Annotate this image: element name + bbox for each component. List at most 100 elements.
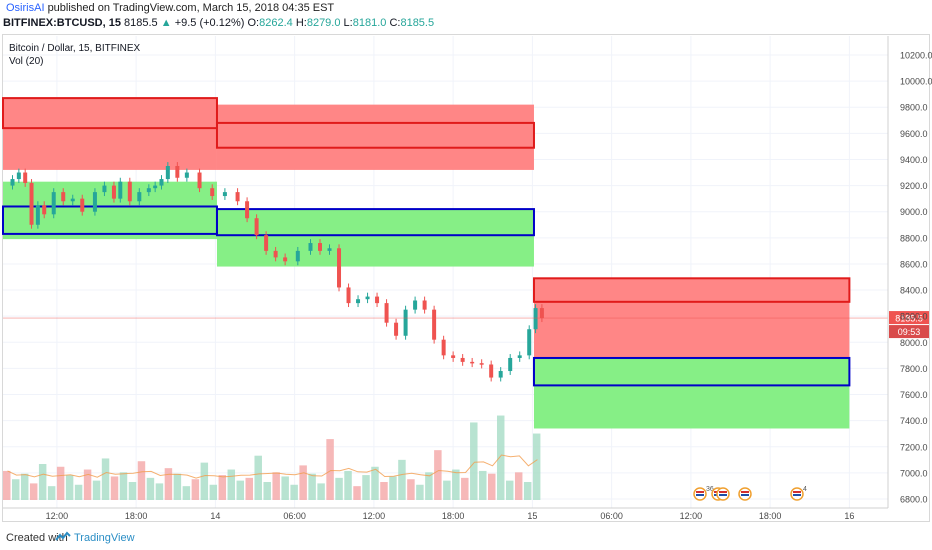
candle-body: [175, 166, 180, 178]
volume-bar: [128, 482, 137, 500]
price-tick-label: 7400.0: [900, 416, 928, 426]
flag-stripe: [719, 491, 727, 493]
volume-bar: [505, 480, 514, 500]
volume-bar: [11, 479, 20, 500]
price-tick-label: 9000.0: [900, 207, 928, 217]
candle-body: [29, 182, 34, 225]
price-tick-label: 10000.0: [900, 77, 932, 87]
time-tick-label: 12:00: [363, 511, 386, 521]
volume-bar: [227, 469, 236, 500]
volume-bar: [3, 470, 11, 500]
event-flag-icon[interactable]: 36: [693, 486, 714, 501]
candle-body: [413, 300, 418, 310]
volume-bar: [119, 472, 128, 500]
candle-body: [394, 322, 399, 336]
event-flag-icon[interactable]: 4: [790, 486, 807, 501]
flag-stripe: [696, 491, 704, 493]
volume-bar: [245, 477, 253, 500]
candle-body: [197, 172, 202, 189]
time-tick-label: 18:00: [759, 511, 782, 521]
candle-body: [61, 192, 66, 202]
flag-stripe: [719, 494, 727, 496]
candle-body: [146, 188, 151, 193]
volume-bar: [110, 476, 119, 500]
volume-bar: [38, 464, 47, 500]
time-tick-label: 12:00: [46, 511, 69, 521]
price-tick-label: 8400.0: [900, 286, 928, 296]
tradingview-logo-icon[interactable]: [55, 531, 71, 543]
candle-body: [23, 172, 28, 183]
event-flag-icon[interactable]: [738, 487, 752, 501]
volume-bar: [308, 473, 316, 500]
candle-body: [451, 355, 456, 358]
candle-body: [102, 185, 107, 193]
volume-bar: [137, 461, 146, 500]
price-tick-label: 7800.0: [900, 364, 928, 374]
volume-bar: [272, 472, 280, 500]
volume-bar: [101, 458, 110, 500]
price-tick-label: 7600.0: [900, 390, 928, 400]
volume-bar: [389, 476, 397, 500]
candle-body: [517, 355, 522, 358]
price-tick-label: 9600.0: [900, 129, 928, 139]
time-tick-label: 12:00: [680, 511, 703, 521]
candle-body: [159, 179, 164, 186]
candle-body: [235, 192, 240, 202]
overlay-layer: 8185.5 09:53 36 4: [3, 311, 929, 501]
candle-body: [222, 192, 227, 197]
candle-body: [42, 205, 47, 215]
author-link[interactable]: OsirisAI: [6, 2, 45, 14]
candle-body: [318, 243, 322, 251]
volume-bar: [218, 475, 227, 500]
zone-outline-box: [532, 356, 851, 387]
flag-stripe: [741, 494, 749, 496]
candle-body: [498, 371, 503, 378]
candle-body: [10, 179, 15, 186]
countdown-tag: 09:53: [898, 327, 921, 337]
candle-body: [508, 357, 513, 372]
time-tick-label: 14: [210, 511, 220, 521]
candle-body: [283, 257, 288, 262]
candle-body: [35, 205, 40, 225]
supply-zone: [3, 98, 217, 170]
chart-legend-title: Bitcoin / Dollar, 15, BITFINEX: [9, 43, 141, 54]
event-flag-icon[interactable]: [716, 487, 730, 501]
volume-bar: [254, 455, 262, 500]
price-tick-label: 6800.0: [900, 495, 928, 505]
countdown-tag-bg: [889, 325, 929, 339]
event-count: 36: [706, 486, 714, 493]
low-label: L:: [343, 17, 353, 29]
price-tick-label: 9200.0: [900, 181, 928, 191]
last-price-tag: 8185.5: [895, 314, 923, 324]
volume-bar: [514, 472, 523, 500]
zone-outline-box: [532, 277, 851, 303]
flag-stripe: [741, 491, 749, 493]
volume-bar: [173, 473, 182, 500]
volume-bar: [461, 477, 469, 500]
volume-bar: [20, 473, 29, 500]
volume-bar: [335, 477, 343, 500]
chart-panel[interactable]: [2, 34, 930, 522]
volume-bar: [209, 484, 218, 500]
zone-outline-box: [215, 208, 535, 237]
volume-bar: [532, 433, 541, 500]
candle-body: [295, 250, 300, 262]
publish-info: OsirisAI published on TradingView.com, M…: [6, 2, 334, 14]
volume-bar: [47, 486, 56, 500]
candle-body: [16, 172, 21, 180]
candle-body: [184, 172, 189, 178]
candle-body: [153, 185, 158, 189]
volume-bar: [155, 483, 164, 500]
demand-zone: [3, 181, 217, 240]
open-label: O:: [247, 17, 260, 29]
price-tick-label: 7000.0: [900, 468, 928, 478]
candle-body: [70, 198, 75, 202]
zones-layer: [2, 97, 851, 429]
tradingview-brand-link[interactable]: TradingView: [74, 532, 135, 544]
volume-bar: [236, 480, 245, 500]
zone-outline-box: [2, 97, 218, 130]
volume-bar: [380, 482, 388, 500]
candle-body: [479, 363, 484, 365]
candle-body: [337, 248, 342, 288]
